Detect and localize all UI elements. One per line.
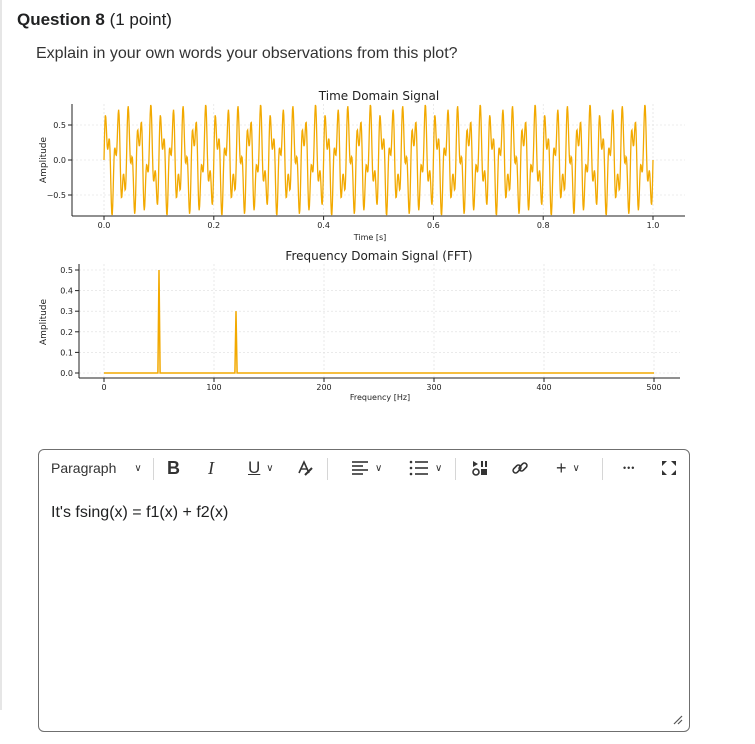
fft-tick-label-y: 0.5 [60, 266, 73, 275]
fft-spectrum-line [104, 269, 654, 374]
editor-toolbar: Paragraph ∨ B I U ∨ [39, 450, 689, 486]
insert-link-button[interactable] [511, 450, 529, 486]
fft-x-label: Frequency [Hz] [350, 393, 410, 402]
fft-tick-label-x: 200 [316, 383, 331, 392]
align-left-icon [352, 461, 368, 475]
fft-tick-label-y: 0.0 [60, 369, 73, 378]
bulleted-list-icon [409, 460, 428, 476]
time-x-label: Time [s] [353, 233, 387, 242]
question-prompt: Explain in your own words your observati… [36, 45, 458, 62]
time-tick-label-y: 0.0 [53, 156, 66, 165]
fft-tick-label-x: 0 [101, 383, 106, 392]
time-signal-line [103, 104, 654, 216]
fft-tick-label-x: 400 [536, 383, 551, 392]
paragraph-label: Paragraph [51, 460, 117, 476]
bold-icon: B [167, 457, 180, 478]
italic-icon: I [208, 457, 214, 478]
chevron-down-icon: ∨ [572, 462, 580, 474]
question-label: Question 8 [17, 10, 105, 29]
fft-tick-label-x: 300 [426, 383, 441, 392]
time-tick-label-x: 0.2 [207, 221, 220, 230]
frequency-domain-chart: Frequency Domain Signal (FFT) 0.50.40.30… [39, 249, 680, 402]
more-dots-icon: ••• [623, 463, 636, 473]
plot-figure: Time Domain Signal 0.50.0−0.50.0 0.2 0.4 0.… [39, 89, 685, 402]
time-domain-chart: Time Domain Signal 0.50.0−0.50.0 0.2 0.4 0.… [39, 89, 685, 242]
underline-button[interactable]: U ∨ [248, 450, 274, 486]
chevron-down-icon: ∨ [375, 462, 383, 474]
fullscreen-button[interactable] [661, 450, 677, 486]
link-icon [512, 462, 528, 474]
fft-tick-label-x: 500 [646, 383, 661, 392]
fft-tick-label-y: 0.3 [60, 307, 73, 316]
question-points: (1 point) [109, 10, 172, 29]
plus-icon: + [556, 457, 567, 478]
time-tick-label-x: 0.4 [317, 221, 330, 230]
list-dropdown[interactable]: ∨ [409, 450, 442, 486]
text-color-button[interactable] [296, 450, 314, 486]
fft-tick-label-y: 0.2 [60, 328, 73, 337]
bold-button[interactable]: B [167, 450, 180, 486]
chevron-down-icon: ∨ [435, 462, 443, 474]
italic-button[interactable]: I [208, 450, 214, 486]
paragraph-format-dropdown[interactable]: Paragraph ∨ [51, 450, 142, 486]
fft-chart-grid [79, 264, 680, 378]
time-tick-label-x: 0.0 [98, 221, 111, 230]
time-chart-title: Time Domain Signal [318, 89, 439, 103]
fft-chart-title: Frequency Domain Signal (FFT) [285, 249, 472, 263]
time-y-label: Amplitude [39, 136, 49, 183]
resize-handle-icon[interactable] [673, 715, 683, 725]
time-tick-label-y: 0.5 [53, 121, 66, 130]
text-color-icon [298, 460, 313, 476]
expand-icon [662, 461, 676, 475]
fft-chart-ticks: 0.5 0.4 0.3 0.2 0.1 0.0 0 100 200 300 400 500 [60, 266, 661, 392]
toolbar-divider [455, 458, 456, 480]
chevron-down-icon: ∨ [134, 462, 142, 474]
align-dropdown[interactable]: ∨ [351, 450, 382, 486]
fft-y-label: Amplitude [39, 298, 49, 345]
editor-content[interactable]: It's fsing(x) = f1(x) + f2(x) [51, 504, 229, 521]
time-tick-label-y: −0.5 [47, 191, 66, 200]
fft-tick-label-y: 0.1 [60, 348, 73, 357]
insert-dropdown[interactable]: + ∨ [556, 450, 580, 486]
toolbar-divider [327, 458, 328, 480]
time-tick-label-x: 0.8 [537, 221, 550, 230]
fft-tick-label-x: 100 [206, 383, 221, 392]
toolbar-divider [153, 458, 154, 480]
toolbar-divider [602, 458, 603, 480]
time-tick-label-x: 0.6 [427, 221, 440, 230]
time-tick-label-x: 1.0 [647, 221, 660, 230]
chevron-down-icon: ∨ [266, 462, 274, 474]
more-options-button[interactable]: ••• [623, 450, 635, 486]
fft-tick-label-y: 0.4 [60, 287, 73, 296]
media-icon [472, 461, 487, 476]
time-chart-ticks: 0.5 0.0 −0.5 0.0 0.2 0.4 0.6 0.8 1.0 [47, 121, 660, 230]
question-title: Question 8 (1 point) [17, 10, 172, 30]
answer-editor: Paragraph ∨ B I U ∨ [38, 449, 690, 732]
insert-media-button[interactable] [471, 450, 489, 486]
left-border [0, 0, 2, 710]
underline-icon: U [248, 458, 261, 477]
